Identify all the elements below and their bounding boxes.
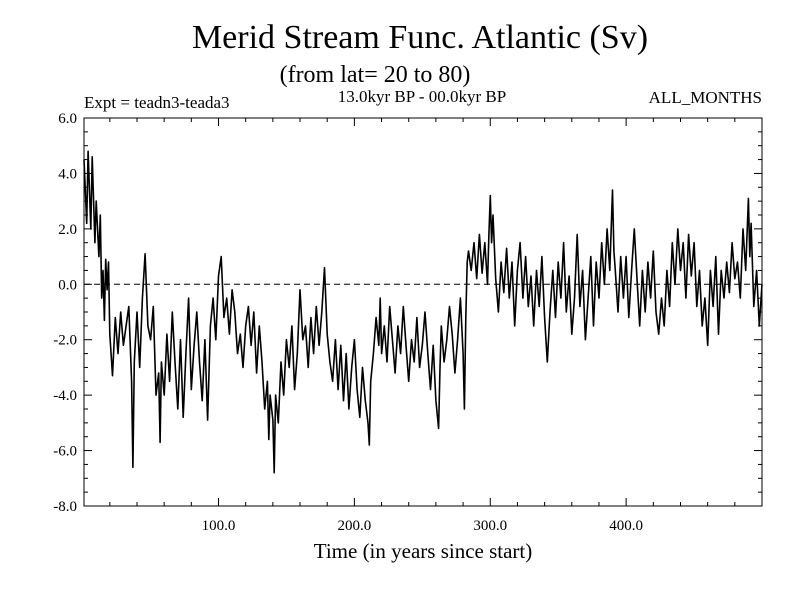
x-tick-label: 300.0 (473, 518, 507, 534)
chart-title: Merid Stream Func. Atlantic (Sv) (192, 19, 648, 56)
experiment-label: Expt = teadn3-teada3 (84, 93, 230, 112)
x-tick-label: 400.0 (609, 518, 643, 534)
period-label: 13.0kyr BP - 00.0kyr BP (338, 87, 506, 106)
y-tick-label: -6.0 (53, 444, 77, 460)
plot-area (83, 150, 763, 474)
axes: 6.0 4.0 2.0 0.0 -2.0 -4.0 -6.0 -8.0 100.0 200.0 30… (53, 111, 762, 534)
x-tick-label: 100.0 (202, 518, 236, 534)
y-tick-label: 4.0 (58, 166, 77, 182)
y-tick-label: -2.0 (53, 333, 77, 349)
months-label: ALL_MONTHS (649, 88, 762, 107)
y-tick-label: 0.0 (58, 277, 77, 293)
y-tick-label: 2.0 (58, 222, 77, 238)
y-tick-label: -8.0 (53, 499, 77, 515)
chart-subtitle: (from lat= 20 to 80) (280, 62, 471, 88)
x-tick-label: 200.0 (338, 518, 372, 534)
y-tick-label: -4.0 (53, 388, 77, 404)
series-line-0 (83, 150, 763, 474)
x-axis-label: Time (in years since start) (314, 539, 533, 563)
y-tick-label: 6.0 (58, 111, 77, 127)
